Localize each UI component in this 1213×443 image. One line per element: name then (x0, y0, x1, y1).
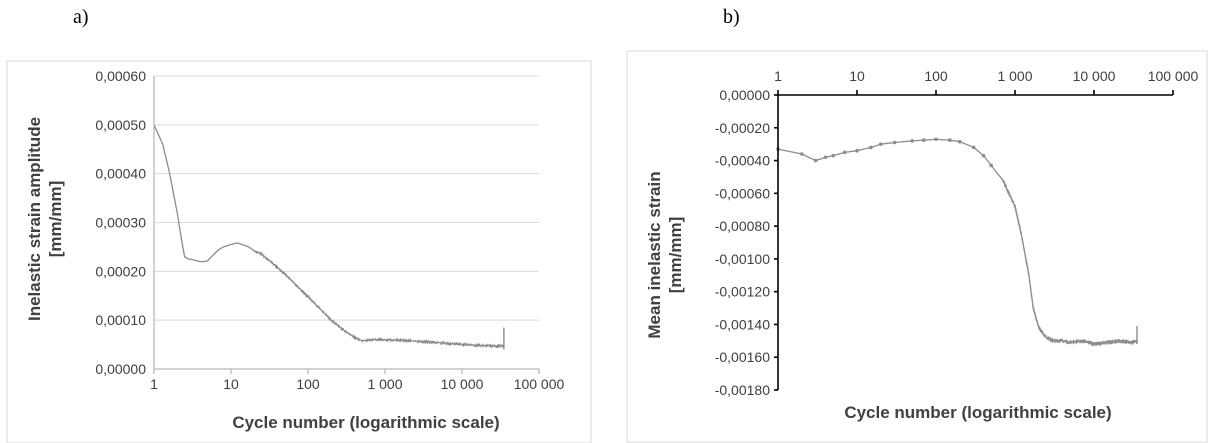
y-tick-label-4: -0,00080 (715, 218, 770, 234)
chart-b-frame (626, 50, 1208, 443)
chart-a-axes (153, 76, 540, 374)
chart-a-x-axis-title: Cycle number (logarithmic scale) (232, 413, 499, 432)
y-tick-label-3: -0,00060 (715, 185, 770, 201)
y-tick-label-8: -0,00160 (715, 349, 770, 365)
chart-a: 0,00000 0,00010 0,00020 0,00030 0,00040 0,000… (6, 60, 592, 443)
y-tick-label-1: -0,00020 (715, 120, 770, 136)
x-tick-label-2: 100 (924, 68, 948, 84)
chart-b-axes (774, 90, 1174, 391)
y-tick-label-4: 0,00040 (95, 166, 146, 182)
series-point-3 (823, 155, 828, 160)
series-noise-band (1002, 180, 1138, 346)
series-point-14 (957, 139, 962, 144)
y-tick-label-0: 0,00000 (719, 87, 770, 103)
series-point-11 (921, 138, 926, 142)
x-tick-label-1: 10 (223, 376, 239, 392)
x-tick-label-3: 1 000 (997, 68, 1032, 84)
series-point-15 (971, 145, 976, 150)
series-point-6 (855, 148, 859, 153)
x-tick-label-3: 1 000 (367, 376, 402, 392)
chart-b-x-axis-title: Cycle number (logarithmic scale) (844, 403, 1111, 422)
y-tick-label-2: -0,00040 (715, 153, 770, 169)
panel-label-b: b) (723, 6, 740, 28)
chart-a-series-noise (253, 250, 505, 350)
y-tick-label-2: 0,00020 (95, 263, 146, 279)
series-point-7 (869, 145, 873, 150)
y-tick-label-7: -0,00140 (715, 316, 770, 332)
chart-b: 0,00000 -0,00020 -0,00040 -0,00060 -0,00080 -… (626, 50, 1208, 443)
chart-a-gridlines (154, 75, 539, 321)
x-tick-label-2: 100 (296, 376, 320, 392)
chart-a-y-axis-title-line2: [mm/mm] (46, 181, 65, 258)
series-point-17 (989, 163, 994, 168)
series-point-2 (813, 158, 818, 163)
x-tick-label-5: 100 000 (1148, 68, 1199, 84)
series-point-5 (842, 150, 847, 155)
x-tick-label-4: 10 000 (1073, 68, 1116, 84)
series-noise-band (253, 250, 505, 348)
chart-a-tick-labels: 0,00000 0,00010 0,00020 0,00030 0,00040 0,000… (95, 68, 564, 392)
series-point-9 (892, 140, 897, 145)
chart-b-y-axis-title-line1: Mean inelastic strain (645, 171, 664, 338)
y-tick-label-0: 0,00000 (95, 361, 146, 377)
y-tick-label-9: -0,00180 (715, 382, 770, 398)
y-tick-label-6: 0,00060 (95, 68, 146, 84)
x-tick-label-1: 10 (849, 68, 865, 84)
series-point-4 (831, 153, 836, 158)
x-tick-label-0: 1 (774, 68, 782, 84)
y-tick-label-6: -0,00120 (715, 284, 770, 300)
chart-b-series-noise (776, 137, 1138, 346)
series-point-10 (910, 139, 915, 143)
series-point-13 (948, 138, 952, 142)
x-tick-label-4: 10 000 (441, 376, 484, 392)
series-point-8 (878, 142, 883, 146)
x-tick-label-0: 1 (150, 376, 158, 392)
panel-label-a: a) (73, 6, 89, 28)
chart-a-y-axis-title-line1: Inelastic strain amplitude (25, 117, 44, 321)
y-tick-label-3: 0,00030 (95, 215, 146, 231)
y-tick-label-5: 0,00050 (95, 117, 146, 133)
y-tick-label-1: 0,00010 (95, 312, 146, 328)
y-tick-label-5: -0,00100 (715, 251, 770, 267)
series-point-16 (981, 153, 986, 158)
x-tick-label-5: 100 000 (514, 376, 565, 392)
series-point-1 (799, 152, 804, 156)
chart-b-y-axis-title-line2: [mm/mm] (666, 217, 685, 294)
chart-b-tick-labels: 0,00000 -0,00020 -0,00040 -0,00060 -0,00080 -… (715, 68, 1199, 398)
series-point-12 (934, 137, 938, 142)
